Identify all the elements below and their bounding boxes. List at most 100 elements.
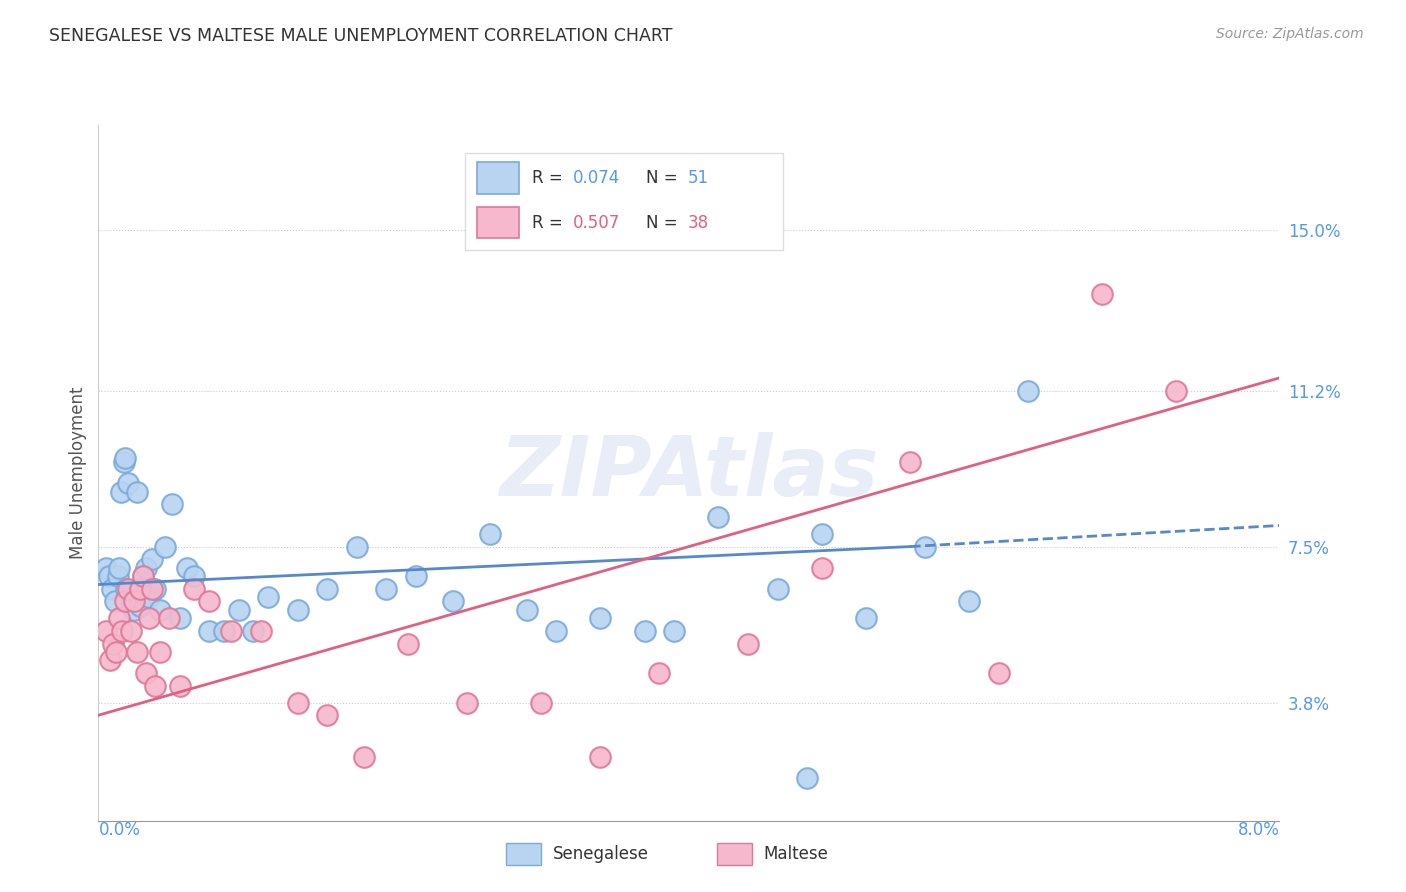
Point xyxy=(114,450,136,465)
Point xyxy=(198,624,221,638)
Point xyxy=(149,645,172,659)
Point xyxy=(810,527,832,541)
Point xyxy=(117,476,139,491)
Point xyxy=(648,666,671,681)
Point xyxy=(107,569,129,583)
Point xyxy=(810,560,832,574)
Text: SENEGALESE VS MALTESE MALE UNEMPLOYMENT CORRELATION CHART: SENEGALESE VS MALTESE MALE UNEMPLOYMENT … xyxy=(49,27,672,45)
Point xyxy=(183,569,205,583)
Point xyxy=(97,569,120,583)
Point xyxy=(456,696,478,710)
Point xyxy=(287,696,309,710)
Point xyxy=(141,552,163,566)
Text: 0.074: 0.074 xyxy=(574,169,620,187)
Point xyxy=(169,611,191,625)
Point xyxy=(125,484,148,499)
Point xyxy=(441,594,464,608)
Point xyxy=(353,750,375,764)
Point xyxy=(396,636,419,650)
Point xyxy=(125,645,148,659)
Point xyxy=(183,582,205,596)
Point xyxy=(478,527,501,541)
Point xyxy=(316,708,339,723)
Point xyxy=(94,624,117,638)
Text: 8.0%: 8.0% xyxy=(1237,821,1279,838)
Point xyxy=(589,611,612,625)
Point xyxy=(375,582,398,596)
Point xyxy=(157,611,180,625)
Text: 38: 38 xyxy=(688,214,709,232)
Point xyxy=(100,582,122,596)
Point xyxy=(633,624,655,638)
Text: 0.0%: 0.0% xyxy=(98,821,141,838)
FancyBboxPatch shape xyxy=(477,207,519,238)
Point xyxy=(111,624,134,638)
Point xyxy=(544,624,567,638)
Text: ZIPAtlas: ZIPAtlas xyxy=(499,433,879,513)
Point xyxy=(135,666,157,681)
Text: R =: R = xyxy=(531,169,568,187)
Point xyxy=(737,636,759,650)
Point xyxy=(987,666,1010,681)
Point xyxy=(515,603,537,617)
Point xyxy=(98,653,121,667)
Point xyxy=(169,679,191,693)
Text: Source: ZipAtlas.com: Source: ZipAtlas.com xyxy=(1216,27,1364,41)
Point xyxy=(707,510,730,524)
Point xyxy=(138,590,160,604)
Point xyxy=(94,560,117,574)
Point xyxy=(664,624,686,638)
Text: Maltese: Maltese xyxy=(763,845,828,863)
Point xyxy=(132,569,155,583)
Point xyxy=(105,645,128,659)
Point xyxy=(1017,384,1039,398)
Point xyxy=(122,594,145,608)
Point xyxy=(219,624,242,638)
Point xyxy=(250,624,273,638)
Point xyxy=(143,679,166,693)
Point xyxy=(143,582,166,596)
Point xyxy=(117,582,139,596)
Point xyxy=(162,497,183,511)
Point xyxy=(914,540,936,554)
Point xyxy=(287,603,309,617)
Y-axis label: Male Unemployment: Male Unemployment xyxy=(69,386,87,559)
Point xyxy=(128,582,150,596)
Point xyxy=(135,560,157,574)
Point xyxy=(110,484,132,499)
Point xyxy=(108,560,131,574)
Point xyxy=(149,603,172,617)
Text: Senegalese: Senegalese xyxy=(553,845,648,863)
Point xyxy=(120,594,142,608)
Point xyxy=(138,611,160,625)
Point xyxy=(122,603,145,617)
Point xyxy=(141,582,163,596)
FancyBboxPatch shape xyxy=(477,162,519,194)
Point xyxy=(316,582,339,596)
Text: N =: N = xyxy=(647,169,683,187)
Text: 51: 51 xyxy=(688,169,709,187)
Point xyxy=(103,636,125,650)
Point xyxy=(228,603,250,617)
Point xyxy=(959,594,981,608)
Point xyxy=(346,540,368,554)
Point xyxy=(405,569,427,583)
Point xyxy=(796,772,818,786)
Point xyxy=(108,611,131,625)
FancyBboxPatch shape xyxy=(464,153,783,250)
Point xyxy=(114,594,136,608)
Point xyxy=(198,594,221,608)
Point xyxy=(153,540,176,554)
Point xyxy=(176,560,198,574)
Point xyxy=(128,599,150,613)
Point xyxy=(212,624,235,638)
Text: R =: R = xyxy=(531,214,568,232)
Point xyxy=(855,611,877,625)
Point xyxy=(1091,286,1114,301)
Point xyxy=(530,696,553,710)
Point xyxy=(589,750,612,764)
Point xyxy=(257,590,280,604)
Point xyxy=(1164,384,1187,398)
Point xyxy=(115,582,138,596)
Point xyxy=(112,455,135,469)
